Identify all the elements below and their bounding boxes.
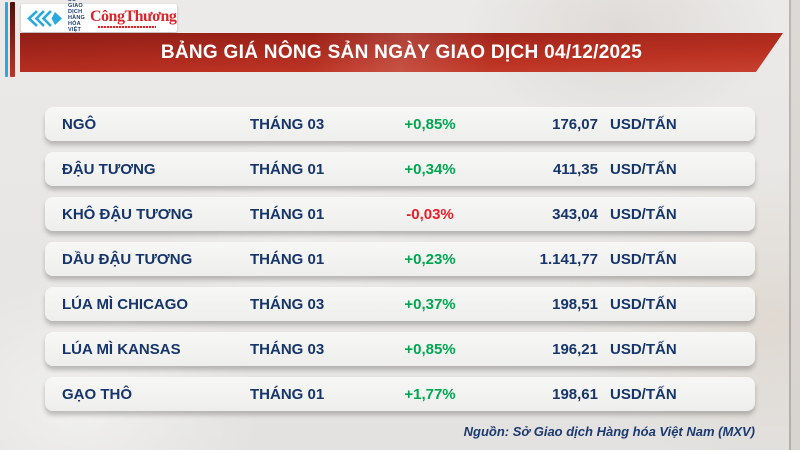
contract-month: THÁNG 03 <box>250 340 325 358</box>
change-percent: -0,03% <box>406 205 454 223</box>
title-banner: BẢNG GIÁ NÔNG SẢN NGÀY GIAO DỊCH 04/12/2… <box>20 33 783 72</box>
table-row: LÚA MÌ CHICAGO THÁNG 03 +0,37% 198,51 US… <box>45 287 755 321</box>
price-unit: USD/TẤN <box>610 250 677 268</box>
table-row: NGÔ THÁNG 03 +0,85% 176,07 USD/TẤN <box>45 107 755 141</box>
commodity-name: LÚA MÌ KANSAS <box>62 340 181 358</box>
logo-bar: SỞ GIAO DỊCH HÀNG HÓA VIỆT NAM CôngThươn… <box>21 0 177 39</box>
mxv-logo-line2: HÀNG HÓA <box>68 15 85 27</box>
table-row: ĐẬU TƯƠNG THÁNG 01 +0,34% 411,35 USD/TẤN <box>45 152 755 186</box>
accent-stripe-cyan <box>5 2 8 77</box>
price-unit: USD/TẤN <box>610 295 677 313</box>
congthuong-logo-text: CôngThương <box>90 7 177 25</box>
price-unit: USD/TẤN <box>610 385 677 403</box>
change-percent: +0,85% <box>404 340 456 358</box>
table-row: DẦU ĐẬU TƯƠNG THÁNG 01 +0,23% 1.141,77 U… <box>45 242 755 276</box>
panel-edge-divider <box>789 0 791 450</box>
price-value: 411,35 <box>552 160 598 178</box>
commodity-name: LÚA MÌ CHICAGO <box>62 295 189 313</box>
price-unit: USD/TẤN <box>610 160 677 178</box>
table-row: KHÔ ĐẬU TƯƠNG THÁNG 01 -0,03% 343,04 USD… <box>45 197 755 231</box>
price-value: 196,21 <box>552 340 598 358</box>
price-value: 176,07 <box>552 115 598 133</box>
page-title: BẢNG GIÁ NÔNG SẢN NGÀY GIAO DỊCH 04/12/2… <box>160 41 643 63</box>
change-percent: +0,37% <box>404 295 456 313</box>
price-value: 198,61 <box>552 385 598 403</box>
commodity-name: DẦU ĐẬU TƯƠNG <box>62 250 193 268</box>
commodity-name: ĐẬU TƯƠNG <box>62 160 156 178</box>
commodity-name: KHÔ ĐẬU TƯƠNG <box>62 205 194 223</box>
contract-month: THÁNG 03 <box>250 295 325 313</box>
commodity-name: NGÔ <box>62 115 97 133</box>
table-row: LÚA MÌ KANSAS THÁNG 03 +0,85% 196,21 USD… <box>45 332 755 366</box>
price-table: NGÔ THÁNG 03 +0,85% 176,07 USD/TẤN ĐẬU T… <box>45 107 755 422</box>
mxv-logo-icon <box>27 9 62 27</box>
commodity-name: GẠO THÔ <box>62 385 132 403</box>
accent-stripe-maroon <box>10 2 15 77</box>
contract-month: THÁNG 03 <box>250 115 325 133</box>
contract-month: THÁNG 01 <box>250 160 325 178</box>
change-percent: +0,34% <box>404 160 456 178</box>
price-value: 198,51 <box>552 295 598 313</box>
mxv-logo-line1: SỞ GIAO DỊCH <box>68 0 83 15</box>
congthuong-logo-tagline <box>98 25 156 28</box>
contract-month: THÁNG 01 <box>250 250 325 268</box>
congthuong-logo: CôngThương <box>90 7 177 28</box>
price-unit: USD/TẤN <box>610 115 677 133</box>
price-value: 343,04 <box>552 205 598 223</box>
change-percent: +0,23% <box>404 250 456 268</box>
price-value: 1.141,77 <box>539 250 598 268</box>
price-unit: USD/TẤN <box>610 340 677 358</box>
price-unit: USD/TẤN <box>610 205 677 223</box>
contract-month: THÁNG 01 <box>250 205 325 223</box>
background-photo-edge <box>791 0 800 450</box>
source-note: Nguồn: Sở Giao dịch Hàng hóa Việt Nam (M… <box>463 424 755 439</box>
change-percent: +1,77% <box>404 385 456 403</box>
change-percent: +0,85% <box>404 115 456 133</box>
contract-month: THÁNG 01 <box>250 385 325 403</box>
table-row: GẠO THÔ THÁNG 01 +1,77% 198,61 USD/TẤN <box>45 377 755 411</box>
